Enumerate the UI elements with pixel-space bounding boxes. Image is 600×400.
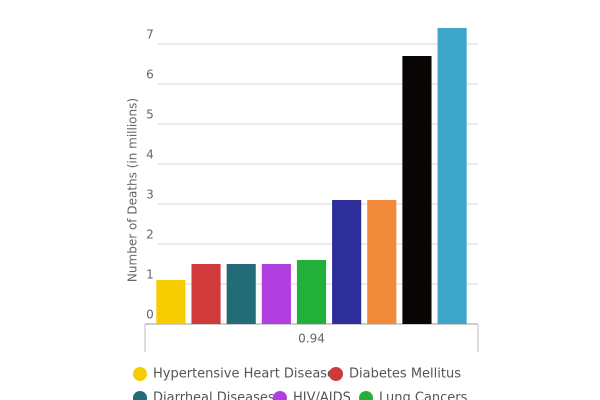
bar bbox=[261, 264, 291, 324]
legend-label: HIV/AIDS bbox=[293, 391, 351, 400]
bar bbox=[156, 280, 186, 324]
y-tick-label: 1 bbox=[146, 268, 154, 282]
y-tick-label: 2 bbox=[146, 228, 154, 242]
bar bbox=[332, 200, 362, 324]
legend-marker bbox=[133, 367, 147, 381]
bar bbox=[226, 264, 256, 324]
legend-marker bbox=[329, 367, 343, 381]
y-tick-label: 0 bbox=[146, 308, 154, 322]
legend-label: Hypertensive Heart Disease bbox=[153, 367, 335, 382]
x-tick-label: 0.94 bbox=[298, 332, 325, 346]
bar bbox=[367, 200, 397, 324]
bar bbox=[402, 56, 432, 324]
bar bbox=[296, 260, 327, 324]
y-axis-label: Number of Deaths (in millions) bbox=[126, 98, 140, 282]
legend-marker bbox=[273, 391, 287, 400]
y-tick-label: 3 bbox=[146, 188, 154, 202]
legend-marker bbox=[133, 391, 147, 400]
y-tick-label: 7 bbox=[146, 28, 154, 42]
legend-label: Diarrheal Diseases bbox=[153, 391, 275, 400]
legend-label: Lung Cancers bbox=[379, 391, 468, 400]
y-tick-label: 5 bbox=[146, 108, 154, 122]
bar bbox=[437, 28, 467, 324]
legend-marker bbox=[359, 391, 373, 400]
y-tick-label: 6 bbox=[146, 68, 154, 82]
y-tick-label: 4 bbox=[146, 148, 154, 162]
legend-label: Diabetes Mellitus bbox=[349, 367, 461, 382]
bar bbox=[191, 264, 221, 324]
